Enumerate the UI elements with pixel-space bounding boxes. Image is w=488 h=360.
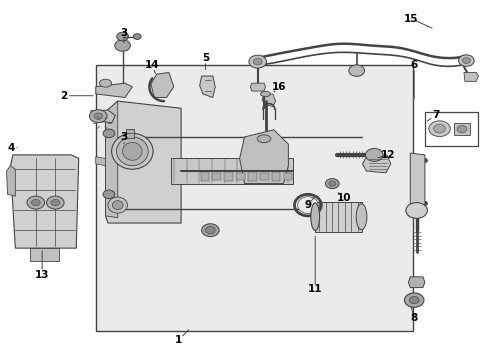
Bar (171, 158, 293, 184)
Ellipse shape (112, 201, 123, 210)
Text: 7: 7 (431, 111, 438, 121)
Polygon shape (105, 101, 118, 218)
Ellipse shape (297, 197, 318, 213)
Text: 6: 6 (410, 60, 417, 70)
Polygon shape (96, 65, 412, 330)
Text: 1: 1 (175, 334, 182, 345)
Bar (224, 172, 233, 181)
Circle shape (253, 58, 262, 65)
Ellipse shape (108, 197, 127, 213)
Circle shape (408, 297, 418, 304)
Circle shape (46, 196, 64, 209)
Bar (453, 123, 469, 135)
Polygon shape (407, 277, 424, 288)
Circle shape (31, 199, 40, 206)
Circle shape (365, 148, 382, 161)
Ellipse shape (99, 79, 111, 87)
Bar (283, 173, 292, 180)
Text: 11: 11 (307, 284, 322, 294)
Circle shape (328, 181, 335, 186)
Circle shape (89, 110, 107, 123)
Bar (247, 172, 256, 181)
Bar (271, 172, 280, 181)
Circle shape (117, 32, 128, 41)
Ellipse shape (122, 142, 142, 160)
Circle shape (462, 58, 469, 63)
Text: 3: 3 (120, 132, 127, 142)
Bar (200, 172, 209, 181)
Text: 14: 14 (144, 60, 159, 70)
Polygon shape (6, 166, 15, 196)
Circle shape (348, 65, 364, 76)
Bar (236, 173, 244, 180)
Polygon shape (91, 110, 115, 123)
Polygon shape (30, 248, 59, 261)
Polygon shape (362, 155, 390, 173)
Text: 4: 4 (8, 143, 15, 153)
Circle shape (428, 121, 449, 136)
Polygon shape (105, 101, 181, 223)
Circle shape (94, 113, 102, 120)
Bar (259, 173, 268, 180)
Circle shape (325, 179, 338, 189)
Text: 12: 12 (380, 150, 395, 160)
Circle shape (404, 293, 423, 307)
Circle shape (433, 125, 445, 133)
Polygon shape (409, 153, 424, 209)
Polygon shape (96, 157, 105, 166)
Bar (212, 173, 221, 180)
Text: 15: 15 (403, 14, 418, 24)
Ellipse shape (310, 203, 319, 230)
Circle shape (103, 129, 115, 138)
Bar (424, 112, 477, 146)
Text: 5: 5 (202, 53, 209, 63)
Circle shape (405, 203, 427, 219)
Polygon shape (262, 94, 275, 107)
Circle shape (205, 226, 215, 234)
Text: 9: 9 (304, 200, 311, 210)
Circle shape (456, 126, 466, 133)
Text: 2: 2 (61, 91, 67, 101)
Ellipse shape (260, 91, 270, 96)
Circle shape (27, 196, 44, 209)
Ellipse shape (257, 135, 270, 143)
Polygon shape (10, 155, 79, 248)
Circle shape (115, 40, 130, 51)
Text: 16: 16 (271, 82, 285, 92)
Polygon shape (199, 76, 215, 98)
Polygon shape (96, 83, 132, 98)
Polygon shape (463, 72, 478, 81)
Bar (125, 129, 134, 138)
Circle shape (458, 55, 473, 66)
Circle shape (201, 224, 219, 237)
Ellipse shape (355, 204, 366, 230)
Text: 8: 8 (410, 313, 417, 323)
Ellipse shape (111, 134, 153, 169)
Polygon shape (151, 72, 173, 98)
Circle shape (103, 190, 115, 199)
Ellipse shape (116, 137, 148, 166)
Text: 13: 13 (35, 270, 49, 280)
Bar (315, 202, 361, 232)
Circle shape (248, 55, 266, 68)
Polygon shape (250, 83, 265, 91)
Text: 10: 10 (337, 193, 351, 203)
Polygon shape (239, 130, 288, 184)
Text: 3: 3 (120, 28, 127, 38)
Circle shape (133, 34, 141, 40)
Circle shape (51, 199, 60, 206)
